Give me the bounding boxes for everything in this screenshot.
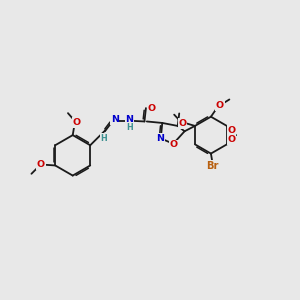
Text: N: N bbox=[111, 115, 119, 124]
Text: O: O bbox=[37, 160, 45, 169]
Text: O: O bbox=[169, 140, 177, 149]
Text: N: N bbox=[126, 115, 134, 124]
Text: H: H bbox=[100, 134, 107, 142]
Text: O: O bbox=[178, 119, 187, 128]
Text: N: N bbox=[156, 134, 164, 143]
Text: O: O bbox=[227, 126, 236, 135]
Text: O: O bbox=[216, 101, 224, 110]
Text: O: O bbox=[227, 135, 236, 144]
Text: Br: Br bbox=[206, 161, 219, 171]
Text: H: H bbox=[126, 123, 133, 132]
Text: O: O bbox=[148, 103, 156, 112]
Text: O: O bbox=[72, 118, 80, 127]
